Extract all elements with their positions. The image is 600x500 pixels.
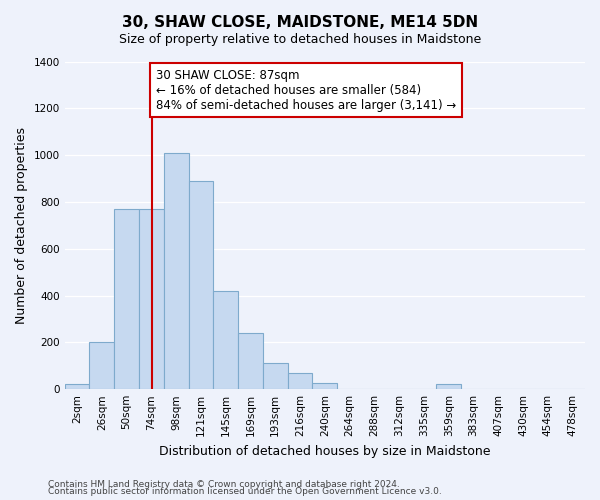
- Bar: [263, 364, 287, 389]
- Text: Contains HM Land Registry data © Crown copyright and database right 2024.: Contains HM Land Registry data © Crown c…: [48, 480, 400, 489]
- Bar: [436, 384, 461, 389]
- X-axis label: Distribution of detached houses by size in Maidstone: Distribution of detached houses by size …: [159, 444, 491, 458]
- Bar: [164, 153, 188, 389]
- Bar: [139, 209, 164, 389]
- Bar: [65, 384, 89, 389]
- Bar: [313, 384, 337, 389]
- Y-axis label: Number of detached properties: Number of detached properties: [15, 127, 28, 324]
- Text: 30 SHAW CLOSE: 87sqm
← 16% of detached houses are smaller (584)
84% of semi-deta: 30 SHAW CLOSE: 87sqm ← 16% of detached h…: [156, 68, 457, 112]
- Bar: [114, 209, 139, 389]
- Bar: [188, 181, 214, 389]
- Bar: [89, 342, 114, 389]
- Bar: [287, 373, 313, 389]
- Text: 30, SHAW CLOSE, MAIDSTONE, ME14 5DN: 30, SHAW CLOSE, MAIDSTONE, ME14 5DN: [122, 15, 478, 30]
- Bar: [238, 333, 263, 389]
- Bar: [214, 291, 238, 389]
- Text: Contains public sector information licensed under the Open Government Licence v3: Contains public sector information licen…: [48, 487, 442, 496]
- Text: Size of property relative to detached houses in Maidstone: Size of property relative to detached ho…: [119, 32, 481, 46]
